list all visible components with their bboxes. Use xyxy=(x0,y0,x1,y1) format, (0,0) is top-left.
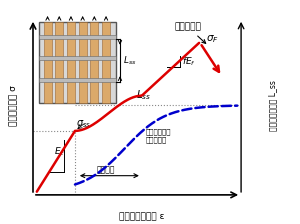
Text: $L_{ss}$: $L_{ss}$ xyxy=(136,88,151,102)
Bar xyxy=(90,22,98,103)
Text: $\sigma_{ss}$: $\sigma_{ss}$ xyxy=(76,118,91,130)
Bar xyxy=(55,22,63,103)
Text: $E_c$: $E_c$ xyxy=(54,145,65,158)
Text: 一定クラック
密度に収束: 一定クラック 密度に収束 xyxy=(146,128,171,143)
Bar xyxy=(67,22,75,103)
Bar xyxy=(39,35,116,39)
Bar xyxy=(102,22,110,103)
Bar xyxy=(44,22,52,103)
Text: 引っ張り応力 σ: 引っ張り応力 σ xyxy=(10,85,19,126)
Bar xyxy=(39,22,116,103)
Text: 繊維の破断: 繊維の破断 xyxy=(174,22,206,43)
Bar xyxy=(79,22,87,103)
Bar xyxy=(39,56,116,60)
Text: $L_{ss}$: $L_{ss}$ xyxy=(123,54,136,67)
Text: $fE_f$: $fE_f$ xyxy=(182,55,196,67)
Text: クラック密度， L_ss: クラック密度， L_ss xyxy=(268,80,277,131)
Text: $\sigma_F$: $\sigma_F$ xyxy=(206,33,219,45)
Text: 引っ張りひずみ ε: 引っ張りひずみ ε xyxy=(119,213,165,222)
Bar xyxy=(39,78,116,82)
Text: 多重破断: 多重破断 xyxy=(96,165,115,174)
